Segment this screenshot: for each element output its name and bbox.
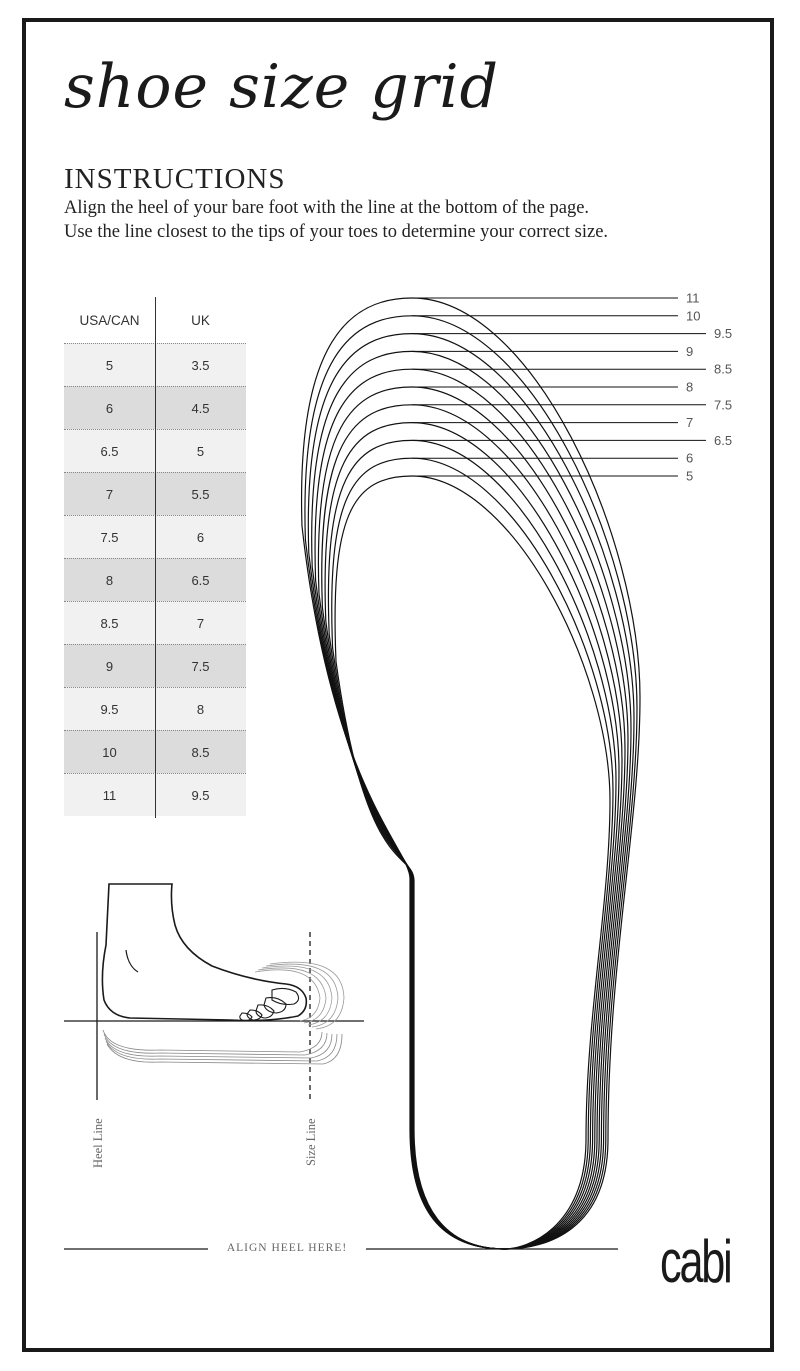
usa-size-cell: 10 (102, 744, 117, 760)
uk-size-cell: 9.5 (191, 787, 210, 803)
instruction-line-1: Align the heel of your bare foot with th… (64, 198, 590, 218)
uk-size-cell: 8 (196, 701, 205, 717)
header-usa-can: USA/CAN (79, 312, 140, 328)
size-label-10: 10 (686, 308, 700, 323)
usa-size-cell: 6 (105, 400, 114, 416)
sole-outline-size-7.5 (321, 404, 623, 1250)
align-heel-label: ALIGN HEEL HERE! (226, 1242, 348, 1254)
sole-outline-size-10 (304, 315, 638, 1250)
sole-outline-size-9.5 (307, 332, 635, 1250)
size-conversion-table: USA/CAN UK 5 3.5 6 4.5 6.5 5 7 5.5 7.5 6 8 6.5… (64, 297, 246, 818)
sole-outline-size-7 (324, 421, 620, 1250)
foot-diagram: Heel Line Size Line (64, 883, 364, 1168)
size-label-9: 9 (686, 344, 693, 359)
page-border (22, 18, 774, 1352)
usa-size-cell: 5 (105, 357, 114, 373)
size-label-6: 6 (686, 451, 693, 466)
uk-size-cell: 5.5 (191, 486, 210, 502)
sole-outline-size-6.5 (327, 439, 617, 1250)
usa-size-cell: 11 (102, 787, 117, 803)
usa-size-cell: 7.5 (100, 529, 119, 545)
uk-size-cell: 7.5 (191, 658, 210, 674)
sole-outlines (300, 297, 641, 1250)
uk-size-cell: 3.5 (191, 357, 210, 373)
uk-size-cell: 6.5 (191, 572, 210, 588)
table-header-row: USA/CAN UK (64, 297, 246, 343)
size-label-7: 7 (686, 415, 693, 430)
size-label-8.5: 8.5 (714, 362, 732, 377)
sole-stack (102, 1029, 343, 1065)
size-label-7.5: 7.5 (714, 397, 732, 412)
brand-logo: cabi (660, 1228, 733, 1295)
heel-line-label: Heel Line (91, 1118, 105, 1168)
size-line-label: Size Line (304, 1118, 318, 1166)
size-label-9.5: 9.5 (714, 326, 732, 341)
usa-size-cell: 9.5 (100, 701, 119, 717)
size-label-8: 8 (686, 380, 693, 395)
size-leader-lines: 11 10 9.5 9 8.5 8 7.5 7 6.5 6 5 (412, 291, 732, 484)
instruction-line-2: Use the line closest to the tips of your… (64, 222, 609, 242)
header-uk: UK (191, 312, 210, 328)
size-label-5: 5 (686, 469, 693, 484)
uk-size-cell: 7 (196, 615, 205, 631)
usa-size-cell: 8 (105, 572, 114, 588)
usa-size-cell: 8.5 (100, 615, 119, 631)
usa-size-cell: 7 (105, 486, 114, 502)
foot-outline-icon (101, 883, 308, 1022)
usa-size-cell: 6.5 (100, 443, 119, 459)
uk-size-cell: 8.5 (191, 744, 210, 760)
sole-outline-size-8.5 (314, 368, 629, 1250)
sole-outline-size-8 (317, 386, 626, 1250)
sole-outline-size-5 (334, 475, 611, 1250)
toe-size-arcs (254, 961, 345, 1030)
sole-outline-size-6 (331, 457, 614, 1250)
uk-size-cell: 6 (196, 529, 205, 545)
page-title: shoe size grid (64, 52, 499, 122)
sole-outline-size-9 (311, 350, 632, 1250)
instructions-heading: INSTRUCTIONS (64, 163, 286, 195)
usa-size-cell: 9 (105, 658, 114, 674)
table-column-divider (155, 297, 156, 818)
uk-size-cell: 4.5 (191, 400, 210, 416)
uk-size-cell: 5 (196, 443, 205, 459)
size-label-6.5: 6.5 (714, 433, 732, 448)
size-label-11: 11 (686, 291, 700, 306)
